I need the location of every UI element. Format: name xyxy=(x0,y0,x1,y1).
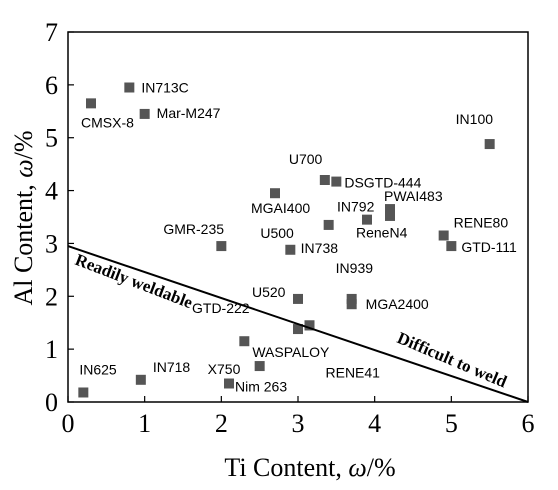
data-point xyxy=(323,219,334,230)
y-tick-label: 0 xyxy=(45,388,58,417)
point-label: DSGTD-444 xyxy=(344,175,421,191)
point-label: IN718 xyxy=(153,359,191,375)
point-label: U520 xyxy=(252,284,286,300)
data-point xyxy=(331,176,342,187)
point-label: IN100 xyxy=(456,111,494,127)
weldability-boundary-line xyxy=(67,245,529,403)
y-axis-title-suffix: /% xyxy=(9,130,38,159)
point-label: GTD-222 xyxy=(192,300,250,316)
data-point xyxy=(362,214,372,225)
point-label: Nim 263 xyxy=(235,379,287,395)
data-point xyxy=(216,241,227,252)
y-tick-label: 7 xyxy=(45,18,58,47)
data-point xyxy=(86,98,96,109)
point-label: ReneN4 xyxy=(356,224,408,240)
point-label: IN738 xyxy=(301,240,339,256)
x-axis-title-prefix: Ti Content, xyxy=(224,453,348,482)
x-tick-label: 6 xyxy=(522,409,535,438)
y-axis-title-symbol: ω xyxy=(9,159,38,177)
data-point xyxy=(304,320,315,331)
data-point xyxy=(135,374,146,385)
x-axis-title: Ti Content, ω/% xyxy=(224,453,395,482)
y-tick-label: 1 xyxy=(45,335,58,364)
point-label: PWAI483 xyxy=(384,188,443,204)
data-point xyxy=(346,299,357,310)
x-tick-label: 2 xyxy=(215,409,228,438)
point-label: IN713C xyxy=(141,80,188,96)
data-point xyxy=(319,175,330,185)
x-tick-label: 3 xyxy=(292,409,305,438)
x-tick-label: 1 xyxy=(138,409,151,438)
data-point xyxy=(224,378,234,389)
data-point xyxy=(293,324,303,335)
point-label: IN939 xyxy=(336,260,374,276)
x-tick-label: 5 xyxy=(445,409,458,438)
x-tick-label: 0 xyxy=(62,409,75,438)
data-point xyxy=(438,230,449,241)
data-point xyxy=(346,293,357,304)
plot-frame xyxy=(67,31,529,403)
point-label: MGA2400 xyxy=(366,296,429,312)
readily-weldable-label: Readily weldable xyxy=(73,250,196,312)
point-label: IN625 xyxy=(79,361,117,377)
point-labels: IN713C CMSX-8 Mar-M247 IN100 U700 DSGTD-444 MG… xyxy=(79,80,517,395)
x-axis-title-symbol: ω xyxy=(348,453,366,482)
point-label: RENE41 xyxy=(326,364,381,380)
data-point xyxy=(293,293,303,304)
point-label: CMSX-8 xyxy=(81,114,134,130)
data-point xyxy=(139,108,150,119)
data-point xyxy=(254,361,265,372)
data-point xyxy=(446,241,457,252)
axis-ticks: 0 1 2 3 4 5 6 0 1 2 3 4 5 6 7 xyxy=(45,18,535,438)
point-label: Mar-M247 xyxy=(157,105,221,121)
y-tick-label: 6 xyxy=(45,71,58,100)
point-label: WASPALOY xyxy=(252,344,330,360)
y-axis-title-prefix: Al Content, xyxy=(9,178,38,306)
data-point xyxy=(270,188,280,199)
point-label: MGAI400 xyxy=(251,200,310,216)
point-label: U500 xyxy=(260,225,294,241)
difficult-to-weld-label: Difficult to weld xyxy=(394,328,510,391)
point-label: U700 xyxy=(289,151,323,167)
x-axis-title-suffix: /% xyxy=(367,453,396,482)
y-tick-label: 5 xyxy=(45,124,58,153)
point-label: GTD-111 xyxy=(461,239,517,255)
data-points xyxy=(78,82,495,398)
y-axis-title: Al Content, ω/% xyxy=(9,130,38,305)
point-label: IN792 xyxy=(337,199,375,215)
point-label: GMR-235 xyxy=(163,221,224,237)
data-point xyxy=(484,139,495,150)
point-label: X750 xyxy=(208,361,241,377)
y-tick-label: 3 xyxy=(45,229,58,258)
data-point xyxy=(78,387,89,398)
data-point xyxy=(285,244,296,255)
data-point xyxy=(124,82,135,93)
point-label: RENE80 xyxy=(454,215,509,231)
y-tick-label: 2 xyxy=(45,282,58,311)
data-point xyxy=(385,208,395,219)
x-tick-label: 4 xyxy=(368,409,381,438)
data-point xyxy=(239,336,250,347)
y-tick-label: 4 xyxy=(45,177,58,206)
